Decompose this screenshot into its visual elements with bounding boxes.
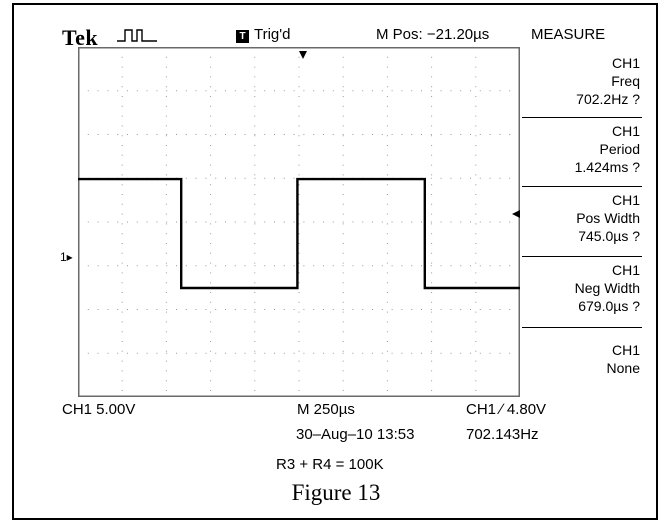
timebase: M 250µs — [297, 401, 355, 418]
measure-value: 679.0µs ? — [578, 298, 640, 314]
measure-name: Neg Width — [574, 280, 640, 296]
measure-name: Period — [599, 141, 640, 157]
horizontal-position: M Pos: −21.20µs — [376, 26, 490, 43]
measure-panel: CH1 Freq 702.2Hz ? CH1 Period 1.424ms ? … — [520, 47, 642, 397]
measure-value: 1.424ms ? — [574, 159, 640, 175]
measure-name: Freq — [611, 73, 640, 89]
menu-divider — [522, 256, 642, 257]
measure-menu-title[interactable]: MEASURE — [531, 26, 606, 43]
graticule — [78, 47, 520, 397]
figure-caption: Figure 13 — [291, 480, 381, 505]
measure-value: 745.0µs ? — [578, 228, 640, 244]
measure-freq[interactable]: CH1 Freq 702.2Hz ? — [520, 54, 642, 108]
date-time: 30–Aug–10 13:53 — [296, 426, 415, 443]
trigger-status: Trig'd — [254, 26, 291, 43]
menu-divider — [522, 186, 642, 187]
menu-divider — [522, 117, 642, 118]
measure-channel: CH1 — [611, 262, 640, 278]
trigger-position-arrow-icon — [299, 51, 307, 59]
ch1-vertical-scale: CH1 5.00V — [62, 401, 136, 418]
graticule-border — [78, 47, 520, 397]
ch1-waveform — [78, 177, 520, 290]
measure-value: 702.2Hz ? — [576, 91, 640, 107]
figure-frame — [12, 3, 658, 520]
measure-channel: CH1 — [611, 342, 640, 358]
measure-none[interactable]: CH1 None — [520, 341, 642, 377]
measure-name: Pos Width — [576, 210, 640, 226]
measure-neg-width[interactable]: CH1 Neg Width 679.0µs ? — [520, 261, 642, 315]
measure-channel: CH1 — [611, 192, 640, 208]
measure-pos-width[interactable]: CH1 Pos Width 745.0µs ? — [520, 191, 642, 245]
trigger-setting: CH1 ∕ 4.80V — [466, 401, 547, 418]
measure-name: None — [606, 360, 640, 376]
menu-divider — [522, 327, 642, 328]
brand-logo: Tek — [62, 25, 99, 50]
trigger-level-arrow-icon — [512, 210, 520, 218]
trigger-status-icon: T — [236, 30, 249, 43]
measure-period[interactable]: CH1 Period 1.424ms ? — [520, 122, 642, 176]
ch1-ground-marker: 1▸ — [60, 250, 73, 264]
waveform-display — [78, 47, 520, 397]
measure-channel: CH1 — [611, 55, 640, 71]
trigger-frequency: 702.143Hz — [466, 426, 539, 443]
circuit-note: R3 + R4 = 100K — [276, 456, 384, 473]
measure-channel: CH1 — [611, 123, 640, 139]
acquisition-pulse-icon — [117, 29, 157, 42]
